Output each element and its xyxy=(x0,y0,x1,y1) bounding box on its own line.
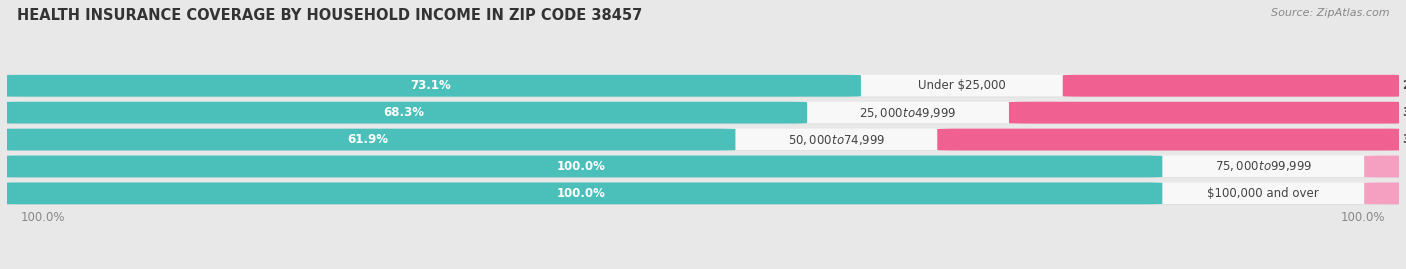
FancyBboxPatch shape xyxy=(0,75,860,97)
Text: 31.7%: 31.7% xyxy=(1402,106,1406,119)
FancyBboxPatch shape xyxy=(0,129,1406,150)
Text: 100.0%: 100.0% xyxy=(557,160,606,173)
FancyBboxPatch shape xyxy=(0,155,1163,177)
FancyBboxPatch shape xyxy=(0,182,1163,204)
Text: $100,000 and over: $100,000 and over xyxy=(1208,187,1319,200)
FancyBboxPatch shape xyxy=(1063,75,1406,97)
Text: $25,000 to $49,999: $25,000 to $49,999 xyxy=(859,106,957,120)
Text: 100.0%: 100.0% xyxy=(1340,211,1385,224)
FancyBboxPatch shape xyxy=(4,75,1406,97)
Text: $50,000 to $74,999: $50,000 to $74,999 xyxy=(787,133,884,147)
Text: $75,000 to $99,999: $75,000 to $99,999 xyxy=(1215,160,1312,174)
Text: 61.9%: 61.9% xyxy=(347,133,388,146)
FancyBboxPatch shape xyxy=(1364,182,1406,204)
FancyBboxPatch shape xyxy=(938,129,1406,150)
Text: 26.9%: 26.9% xyxy=(1402,79,1406,92)
FancyBboxPatch shape xyxy=(0,129,735,150)
Text: 68.3%: 68.3% xyxy=(382,106,425,119)
FancyBboxPatch shape xyxy=(0,182,1406,204)
FancyBboxPatch shape xyxy=(0,155,1406,177)
Text: Source: ZipAtlas.com: Source: ZipAtlas.com xyxy=(1271,8,1389,18)
FancyBboxPatch shape xyxy=(1364,155,1406,177)
Text: 100.0%: 100.0% xyxy=(557,187,606,200)
Text: Under $25,000: Under $25,000 xyxy=(918,79,1005,92)
Text: 73.1%: 73.1% xyxy=(411,79,451,92)
FancyBboxPatch shape xyxy=(4,183,1406,205)
FancyBboxPatch shape xyxy=(4,156,1406,178)
Text: 38.1%: 38.1% xyxy=(1402,133,1406,146)
Text: 100.0%: 100.0% xyxy=(21,211,66,224)
FancyBboxPatch shape xyxy=(4,102,1406,124)
FancyBboxPatch shape xyxy=(4,129,1406,151)
FancyBboxPatch shape xyxy=(0,75,1406,97)
Text: HEALTH INSURANCE COVERAGE BY HOUSEHOLD INCOME IN ZIP CODE 38457: HEALTH INSURANCE COVERAGE BY HOUSEHOLD I… xyxy=(17,8,643,23)
FancyBboxPatch shape xyxy=(0,102,1406,123)
FancyBboxPatch shape xyxy=(1010,102,1406,123)
FancyBboxPatch shape xyxy=(0,102,807,123)
